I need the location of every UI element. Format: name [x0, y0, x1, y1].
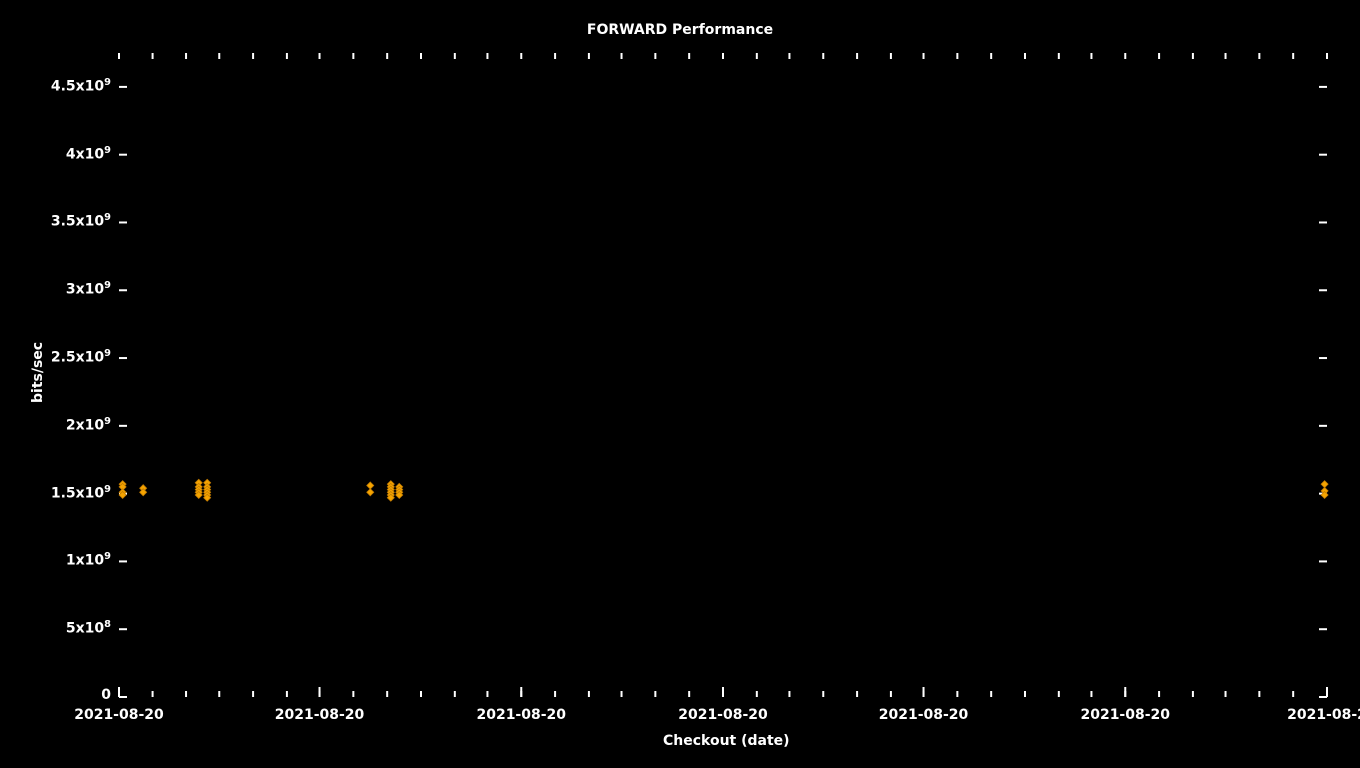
data-point	[367, 489, 374, 496]
y-tick-label: 3.5x109	[51, 212, 111, 230]
y-tick-label: 3x109	[66, 280, 111, 298]
data-point	[1321, 481, 1328, 488]
y-tick-label: 1x109	[66, 551, 111, 569]
y-tick-label: 2.5x109	[51, 348, 111, 366]
x-tick-label: 2021-08-20	[1080, 707, 1170, 723]
y-tick-label: 2x109	[66, 416, 111, 434]
y-tick-label: 4.5x109	[51, 77, 111, 95]
plot-svg	[0, 0, 1360, 768]
x-tick-label: 2021-08-20	[678, 707, 768, 723]
data-point	[367, 482, 374, 489]
x-axis-label: Checkout (date)	[663, 733, 790, 749]
data-point	[1321, 491, 1328, 498]
x-tick-label: 2021-08-2	[1287, 707, 1360, 723]
chart-container: FORWARD Performance 05x1081x1091.5x1092x…	[0, 0, 1360, 768]
x-tick-label: 2021-08-20	[74, 707, 164, 723]
data-point	[140, 489, 147, 496]
y-tick-label: 4x109	[66, 145, 111, 163]
y-tick-label: 0	[101, 687, 111, 703]
x-tick-label: 2021-08-20	[275, 707, 365, 723]
y-axis-label: bits/sec	[30, 342, 46, 403]
x-tick-label: 2021-08-20	[476, 707, 566, 723]
y-tick-label: 5x108	[66, 619, 111, 637]
y-tick-label: 1.5x109	[51, 484, 111, 502]
x-tick-label: 2021-08-20	[879, 707, 969, 723]
